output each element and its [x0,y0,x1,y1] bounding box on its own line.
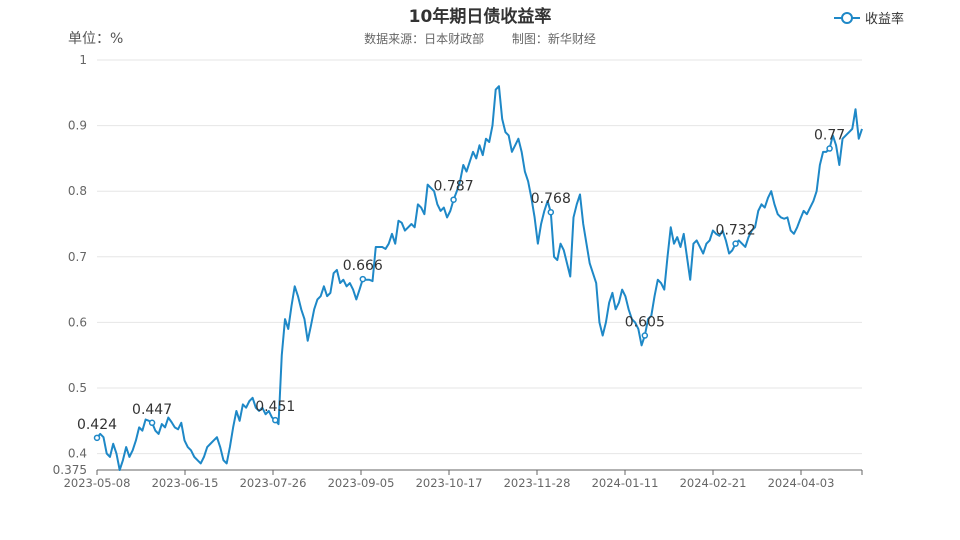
x-tick-label: 2023-05-08 [64,476,131,490]
data-label: 0.768 [531,191,571,207]
chart-subtitle: 数据来源：日本财政部 制图：新华财经 [0,30,960,47]
legend-item-yield[interactable]: 收益率 [834,8,904,27]
y-axis-unit-label: 单位：% [68,31,124,47]
data-point-marker[interactable] [148,419,156,427]
data-label: 0.424 [77,417,117,433]
x-tick-label: 2024-02-21 [680,476,747,490]
chart-title: 10年期日债收益率 [408,7,552,27]
data-point-marker[interactable] [826,145,833,152]
data-point-marker[interactable] [450,196,457,203]
x-tick-label: 2023-06-15 [152,476,219,490]
legend-line-marker-icon [834,11,860,24]
data-source-label: 数据来源：日本财政部 [364,32,485,46]
chart-maker-label: 制图：新华财经 [511,32,596,46]
data-point-marker[interactable] [93,434,101,442]
y-tick-label: 0.375 [53,463,87,477]
y-tick-label: 0.7 [68,250,87,264]
data-label: 0.77 [814,128,845,144]
x-tick-label: 2024-04-03 [768,476,835,490]
data-label: 0.605 [625,315,665,331]
y-tick-label: 0.8 [68,184,87,198]
data-label: 0.787 [434,179,474,195]
data-point-marker[interactable] [732,240,739,247]
legend-label: 收益率 [865,12,905,27]
grid-layer [97,59,862,455]
data-point-marker[interactable] [272,416,279,424]
series-layer [96,85,863,471]
data-label: 0.666 [343,258,383,274]
data-point-marker[interactable] [641,332,649,339]
y-tick-label: 1 [79,53,87,67]
data-label: 0.447 [132,402,172,418]
label-layer: 0.424 0.447 0.451 0.666 0.787 0.768 0.605 0.732… [77,128,845,442]
y-tick-label: 0.4 [68,447,87,461]
x-tick-label: 2023-11-28 [504,476,571,490]
data-label: 0.732 [716,223,756,239]
data-point-marker[interactable] [359,275,367,283]
x-tick-label: 2024-01-11 [592,476,659,490]
y-tick-label: 0.6 [68,315,87,329]
x-tick-label: 2023-09-05 [328,476,395,490]
data-point-marker[interactable] [547,208,555,216]
y-tick-label: 0.5 [68,381,87,395]
data-label: 0.451 [255,399,295,415]
x-tick-label: 2023-07-26 [240,476,307,490]
x-tick-label: 2023-10-17 [416,476,483,490]
series-line-yield [96,85,863,471]
y-tick-label: 0.9 [68,119,87,133]
